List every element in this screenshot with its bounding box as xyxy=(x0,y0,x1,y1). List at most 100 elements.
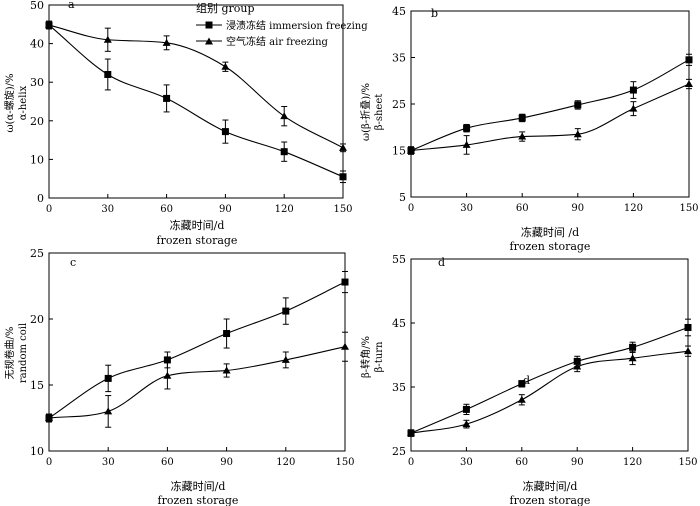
panel-a-ylabel-cn: ω(α-螺旋)/% xyxy=(3,74,16,133)
panel-a-xlabel-cn: 冻藏时间/d xyxy=(170,218,225,232)
data-point-square xyxy=(163,94,171,102)
panel-d-annotation: d xyxy=(523,374,530,387)
legend-item-immersion: 浸渍冻结 immersion freezing xyxy=(226,19,368,32)
panel-a-label: a xyxy=(68,0,75,11)
x-tick-label: 120 xyxy=(276,457,295,468)
panel-b-label: b xyxy=(431,7,438,20)
x-tick-label: 120 xyxy=(624,203,643,214)
y-tick-label: 25 xyxy=(392,445,406,458)
panel-d-xlabel-en: frozen storage xyxy=(510,494,591,506)
panel-d-label: d xyxy=(438,256,445,269)
data-point-triangle xyxy=(517,395,526,403)
x-tick-label: 120 xyxy=(275,204,294,215)
y-tick-label: 50 xyxy=(30,0,44,12)
data-point-triangle xyxy=(573,362,582,370)
panel-a-axes-frame xyxy=(48,4,344,199)
panel-d-xlabel-cn: 冻藏时间/d xyxy=(523,479,578,493)
y-tick-label: 30 xyxy=(30,76,44,89)
data-point-triangle xyxy=(341,342,349,350)
legend: 组别 group 浸渍冻结 immersion freezing 空气冻结 ai… xyxy=(196,1,368,48)
data-point-triangle xyxy=(684,347,692,355)
y-tick-label: 15 xyxy=(392,145,406,158)
data-point-square xyxy=(462,405,470,413)
x-tick-label: 90 xyxy=(219,204,232,215)
y-tick-label: 10 xyxy=(30,153,44,166)
panel-c-ylabel-en: random coil xyxy=(18,323,29,383)
panel-d: 0 30 60 90 120 150 25 35 45 55 d d 冻藏时间/d frozen … xyxy=(359,253,698,506)
data-point-triangle xyxy=(407,146,415,154)
x-tick-label: 30 xyxy=(101,204,114,215)
y-tick-label: 35 xyxy=(392,52,406,65)
x-tick-label: 0 xyxy=(408,203,414,214)
x-tick-label: 60 xyxy=(515,457,528,468)
x-tick-label: 150 xyxy=(679,203,698,214)
data-point-triangle xyxy=(221,62,230,70)
data-point-triangle xyxy=(462,420,471,428)
y-tick-label: 55 xyxy=(392,253,406,266)
panel-a: 0 30 60 90 120 150 0 10 20 30 40 50 a 冻藏时间/d frozen… xyxy=(3,0,353,247)
data-point-square xyxy=(341,278,349,286)
x-tick-label: 0 xyxy=(46,457,52,468)
y-tick-label: 45 xyxy=(392,317,406,330)
y-tick-label: 40 xyxy=(30,38,44,51)
panel-b-xlabel-en: frozen storage xyxy=(510,240,591,253)
data-point-square xyxy=(282,307,290,315)
data-point-square xyxy=(574,101,582,109)
x-tick-label: 0 xyxy=(408,457,414,468)
data-point-triangle xyxy=(45,414,53,421)
data-point-triangle xyxy=(462,140,471,148)
panel-c-xlabel-en: frozen storage xyxy=(158,494,239,506)
panel-a-ylabel-en: α-helix xyxy=(18,85,29,120)
data-point-triangle xyxy=(407,429,415,437)
panel-d-plot: 0 30 60 90 120 150 25 35 45 55 xyxy=(392,253,698,468)
data-point-triangle xyxy=(685,80,693,88)
x-tick-label: 150 xyxy=(335,457,354,468)
panel-b-axes-frame xyxy=(410,10,690,198)
legend-item-air: 空气冻结 air freezing xyxy=(226,35,329,48)
data-point-triangle xyxy=(104,407,113,415)
data-point-triangle xyxy=(280,112,289,120)
series-line-immersion xyxy=(48,281,346,419)
legend-marker-immersion xyxy=(205,21,213,29)
panel-b: 0 30 60 90 120 150 5 15 25 35 45 b 冻藏时间 /d frozen … xyxy=(359,5,699,253)
data-point-square xyxy=(223,330,231,338)
y-tick-label: 35 xyxy=(392,381,406,394)
x-tick-label: 0 xyxy=(46,204,52,215)
data-point-square xyxy=(463,124,471,132)
panel-b-ylabel-cn: ω(β-折叠)/% xyxy=(359,83,372,141)
panel-c: 0 30 60 90 120 150 10 15 20 25 c 冻藏时间/d frozen st… xyxy=(3,247,355,506)
x-tick-label: 30 xyxy=(460,457,473,468)
x-tick-label: 120 xyxy=(623,457,642,468)
panel-b-ylabel-en: β-sheet xyxy=(374,94,385,131)
x-tick-label: 60 xyxy=(161,457,174,468)
data-point-square xyxy=(518,380,526,388)
data-point-square xyxy=(280,148,288,156)
x-tick-label: 30 xyxy=(460,203,473,214)
data-point-square xyxy=(684,323,692,331)
y-tick-label: 25 xyxy=(30,247,44,260)
panel-d-axes-frame xyxy=(410,258,689,452)
panel-a-plot: 0 30 60 90 120 150 0 10 20 30 40 50 xyxy=(30,0,353,215)
series-line-immersion xyxy=(410,326,689,434)
data-point-triangle xyxy=(162,38,171,46)
data-point-triangle xyxy=(629,104,638,112)
data-point-square xyxy=(104,374,112,382)
data-point-square xyxy=(221,128,229,136)
series-line-air xyxy=(48,346,346,419)
x-tick-label: 60 xyxy=(516,203,529,214)
data-point-triangle xyxy=(45,21,53,29)
x-tick-label: 150 xyxy=(678,457,697,468)
legend-marker-air xyxy=(205,37,213,45)
x-tick-label: 90 xyxy=(220,457,233,468)
data-point-square xyxy=(163,356,171,364)
x-tick-label: 90 xyxy=(571,457,584,468)
data-point-triangle xyxy=(281,355,290,363)
y-tick-label: 15 xyxy=(30,379,44,392)
data-point-triangle xyxy=(518,132,527,140)
panel-b-plot: 0 30 60 90 120 150 5 15 25 35 45 xyxy=(392,5,699,214)
y-tick-label: 20 xyxy=(30,115,44,128)
data-point-square xyxy=(629,86,637,94)
panel-a-xlabel-en: frozen storage xyxy=(157,234,238,247)
data-point-square xyxy=(518,114,526,122)
